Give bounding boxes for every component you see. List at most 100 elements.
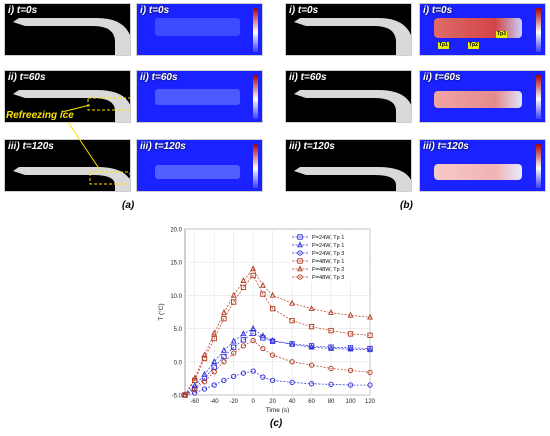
data-point [211, 335, 217, 342]
data-point [297, 265, 303, 272]
panel-time-label: iii) t=120s [423, 141, 469, 152]
data-point [201, 379, 208, 385]
panel-c-label: (c) [270, 418, 283, 429]
data-point [240, 284, 247, 291]
y-axis-label: T (°C) [157, 303, 165, 320]
legend-entry: P=48W, Tp 1 [312, 259, 344, 265]
panel-b-label: (b) [400, 200, 413, 211]
x-tick-label: -20 [229, 399, 238, 405]
x-tick-label: 120 [365, 399, 376, 405]
data-point [191, 374, 198, 381]
data-point [308, 362, 315, 368]
data-point [231, 344, 237, 350]
x-axis-label: Time (s) [266, 407, 290, 413]
data-point [182, 392, 188, 398]
panel-b-thermal-1: Tp1 Tp2 Tp3 i) t=0s [419, 3, 546, 56]
data-point [269, 352, 276, 358]
data-point [201, 351, 208, 358]
data-point [347, 331, 354, 337]
data-point [221, 309, 227, 315]
refreezing-arrow [61, 104, 101, 171]
colorbar [253, 144, 258, 188]
data-point [240, 330, 247, 337]
panel-time-label: ii) t=60s [423, 72, 461, 83]
x-tick-label: 80 [328, 399, 335, 405]
tube-silhouette [294, 18, 411, 55]
data-point [367, 346, 373, 353]
data-point [259, 281, 266, 288]
data-point [269, 377, 276, 384]
panel-time-label: i) t=0s [140, 5, 170, 16]
legend-entry: P=24W, Tp 3 [312, 251, 344, 257]
data-point [308, 305, 315, 311]
data-point [231, 350, 237, 356]
data-point [250, 330, 256, 336]
tp1-chip: Tp1 [438, 42, 449, 49]
data-point [192, 387, 198, 393]
tube-silhouette [294, 167, 411, 191]
data-point [297, 250, 303, 256]
data-point [192, 390, 198, 396]
data-point [250, 265, 257, 272]
data-point [269, 291, 276, 298]
legend-entry: P=48W, Tp 2 [312, 267, 344, 273]
data-point [297, 258, 303, 264]
panel-time-label: ii) t=60s [289, 72, 327, 83]
data-point [308, 381, 315, 387]
refreezing-ice-label: Refreezing ice [6, 110, 74, 121]
data-point [221, 315, 227, 322]
data-point [289, 379, 295, 386]
colorbar [253, 8, 258, 52]
series-line [184, 340, 371, 396]
panel-time-label: iii) t=120s [140, 141, 186, 152]
x-tick-label: 40 [289, 399, 296, 405]
data-point [211, 382, 217, 388]
data-point [211, 358, 218, 365]
y-tick-label: 10.0 [170, 294, 182, 300]
data-point [240, 343, 247, 349]
panel-time-label: i) t=0s [423, 5, 453, 16]
panel-time-label: iii) t=120s [289, 141, 335, 152]
data-point [328, 381, 334, 388]
data-point [289, 299, 296, 306]
x-tick-label: -60 [190, 399, 199, 405]
series-6 [182, 337, 373, 398]
data-point [240, 370, 247, 376]
panel-time-label: ii) t=60s [8, 72, 46, 83]
data-point [250, 337, 256, 344]
panel-time-label: ii) t=60s [140, 72, 178, 83]
tube-silhouette [13, 167, 130, 191]
tube-silhouette [13, 18, 130, 55]
panel-a-thermal-1: i) t=0s [136, 3, 263, 56]
data-point [250, 368, 256, 374]
series-5 [182, 265, 373, 398]
temperature-chart: -5.0 0.0 5.0 10.0 15.0 20.0 -60 -40 -20 0 20 40 60 80… [157, 228, 376, 414]
data-point [367, 332, 373, 338]
data-point [211, 329, 218, 336]
panel-b-gray-1: i) t=0s [285, 3, 412, 56]
data-point [347, 382, 354, 388]
data-point [259, 332, 266, 339]
colorbar [536, 8, 541, 52]
data-point [367, 382, 373, 388]
colorbar [536, 144, 541, 188]
series-2 [182, 324, 373, 398]
data-point [260, 374, 266, 380]
data-point [240, 277, 247, 284]
data-point [297, 241, 303, 248]
data-point [347, 345, 354, 352]
colorbar [253, 75, 258, 119]
series-line [184, 274, 371, 396]
data-point [328, 309, 334, 315]
series-line [184, 268, 371, 396]
x-tick-label: 0 [251, 399, 255, 405]
tp2-chip: Tp2 [468, 42, 479, 49]
panel-time-label: i) t=0s [8, 5, 38, 16]
panel-b-gray-2: ii) t=60s [285, 70, 412, 123]
data-point [328, 327, 334, 334]
data-point [231, 299, 237, 305]
x-tick-label: -40 [210, 399, 219, 405]
panel-b-thermal-2: ii) t=60s [419, 70, 546, 123]
data-point [260, 345, 266, 352]
data-point [211, 369, 217, 375]
